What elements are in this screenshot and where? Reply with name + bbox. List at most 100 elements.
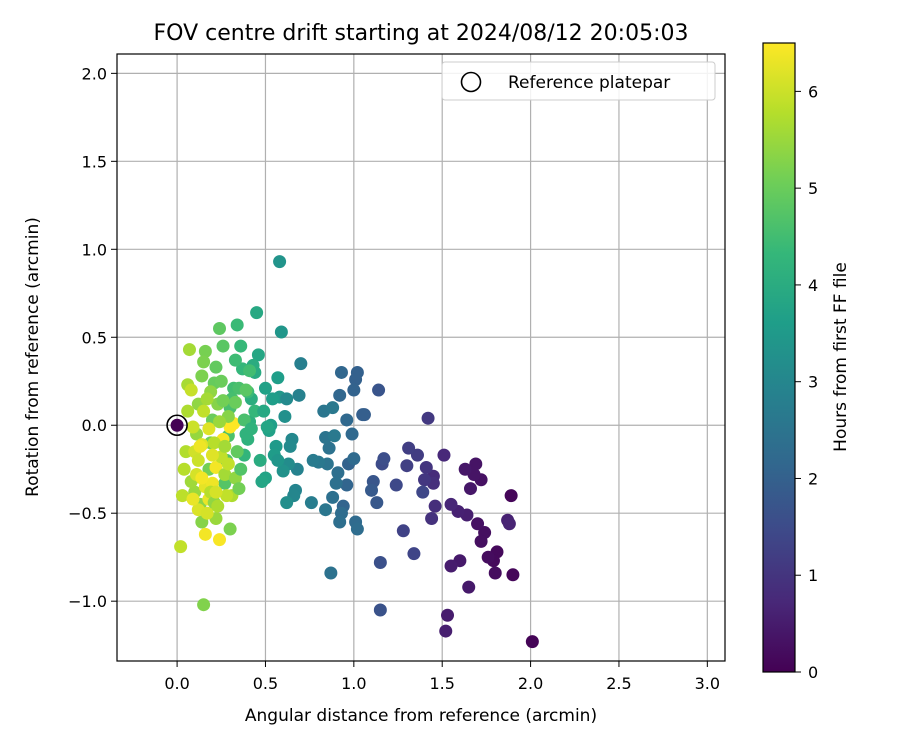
data-point: [258, 381, 272, 395]
data-point: [418, 473, 432, 487]
data-point: [216, 339, 230, 353]
data-point: [223, 522, 237, 536]
data-point: [213, 533, 227, 547]
data-point: [200, 506, 214, 520]
data-point: [444, 559, 458, 573]
colorbar-ticks: 0 1 2 3 4 5 6: [795, 82, 818, 682]
data-point: [211, 499, 225, 513]
x-tick-label: 0.5: [253, 674, 278, 693]
data-point: [186, 492, 200, 506]
colorbar-tick-label: 2: [808, 469, 818, 488]
plot-frame: [116, 53, 726, 662]
y-axis-ticks: −1.0 −0.5 0.0 0.5 1.0 1.5 2.0: [68, 64, 117, 611]
legend-entry-reference-platepar: Reference platepar: [508, 73, 670, 93]
data-point: [370, 496, 384, 510]
x-axis-label: Angular distance from reference (arcmin): [245, 706, 597, 726]
data-point: [205, 448, 219, 462]
data-point: [340, 478, 354, 492]
data-point: [234, 462, 248, 476]
data-point: [333, 388, 347, 402]
x-tick-label: 3.0: [695, 674, 720, 693]
y-tick-label: 2.0: [82, 64, 107, 83]
data-point: [266, 392, 280, 406]
data-point: [195, 471, 209, 485]
legend-reference-marker: [460, 71, 482, 93]
data-point: [228, 395, 242, 409]
data-point: [214, 374, 228, 388]
data-point: [347, 383, 361, 397]
data-point: [462, 580, 476, 594]
y-tick-label: 1.5: [82, 152, 107, 171]
data-point: [195, 369, 209, 383]
data-point: [280, 392, 294, 406]
data-point: [373, 555, 387, 569]
y-tick-label: 1.0: [82, 240, 107, 259]
data-point: [506, 568, 520, 582]
data-point: [197, 598, 211, 612]
data-point: [207, 436, 221, 450]
y-tick-label: −1.0: [68, 592, 107, 611]
data-point: [502, 517, 516, 531]
data-point: [244, 422, 258, 436]
data-point: [356, 408, 370, 422]
data-point: [283, 439, 297, 453]
data-point: [200, 392, 214, 406]
x-tick-label: 1.0: [341, 674, 366, 693]
data-point: [271, 453, 285, 467]
data-point: [184, 383, 198, 397]
y-tick-label: 0.5: [82, 328, 107, 347]
data-point: [228, 353, 242, 367]
data-point: [209, 360, 223, 374]
data-point: [331, 466, 345, 480]
colorbar-tick-label: 6: [808, 82, 818, 101]
x-tick-label: 2.0: [518, 674, 543, 693]
data-point: [416, 485, 430, 499]
data-point: [251, 348, 265, 362]
data-point: [271, 371, 285, 385]
data-point: [306, 453, 320, 467]
data-points: [174, 255, 539, 649]
x-tick-label: 0.0: [164, 674, 189, 693]
data-point: [334, 365, 348, 379]
data-point: [209, 460, 223, 474]
data-point: [373, 603, 387, 617]
colorbar-tick-label: 3: [808, 373, 818, 392]
data-point: [324, 566, 338, 580]
data-point: [481, 550, 495, 564]
data-point: [421, 411, 435, 425]
data-point: [322, 441, 336, 455]
data-point: [347, 452, 361, 466]
reference-point-ring: [166, 414, 188, 437]
reference-platepar-marker: [166, 414, 188, 437]
data-point: [177, 462, 191, 476]
x-tick-label: 2.5: [606, 674, 631, 693]
data-point: [209, 485, 223, 499]
data-point: [365, 483, 379, 497]
y-tick-label: 0.0: [82, 416, 107, 435]
data-point: [239, 383, 253, 397]
data-point: [463, 482, 477, 496]
data-point: [191, 453, 205, 467]
data-point: [216, 394, 230, 408]
data-point: [182, 343, 196, 357]
data-point: [294, 357, 308, 371]
colorbar-tick-label: 5: [808, 179, 818, 198]
colorbar-tick-label: 4: [808, 276, 818, 295]
data-point: [278, 409, 292, 423]
data-point: [175, 489, 189, 503]
colorbar-label: Hours from first FF file: [831, 262, 851, 452]
data-point: [253, 453, 267, 467]
data-point: [198, 527, 212, 541]
data-point: [218, 439, 232, 453]
colorbar-frame: [762, 42, 796, 673]
data-point: [218, 468, 232, 482]
colorbar-gradient: [763, 43, 795, 672]
data-point: [193, 439, 207, 453]
data-point: [213, 415, 227, 429]
data-point: [186, 420, 200, 434]
data-point: [349, 372, 363, 386]
data-point: [280, 496, 294, 510]
legend-box: [441, 61, 716, 101]
reference-point-fill: [170, 418, 184, 432]
